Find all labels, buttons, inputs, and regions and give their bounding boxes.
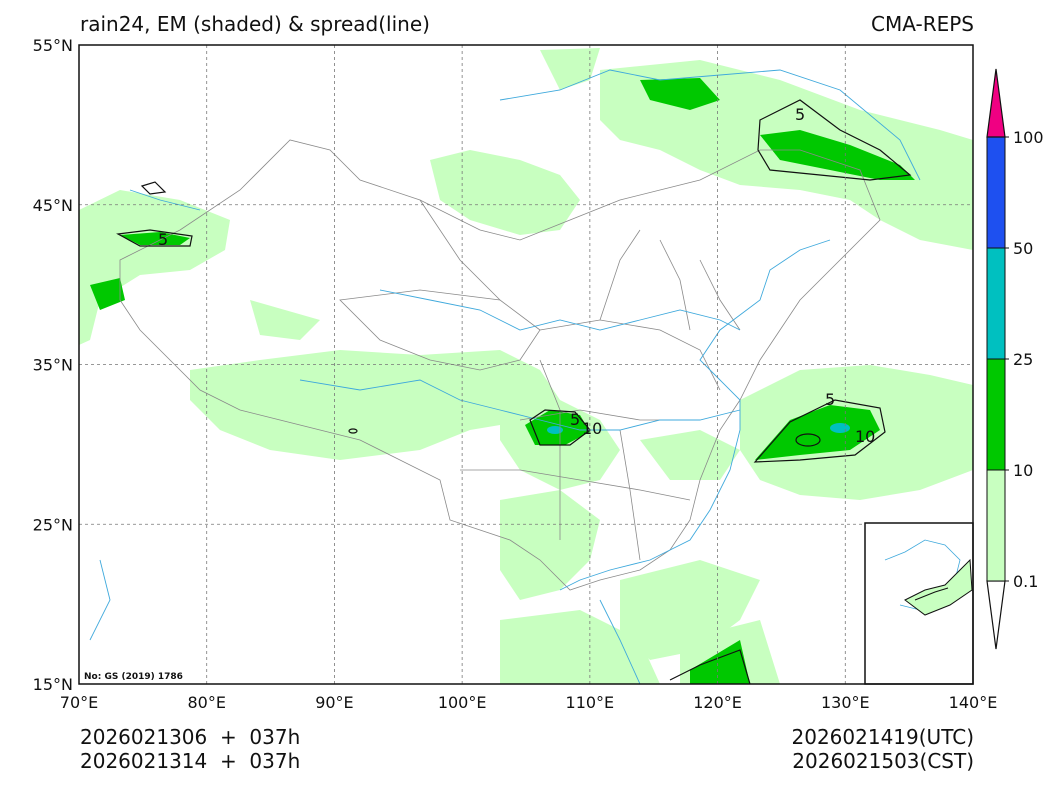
- colorbar-level-label: 100: [1013, 128, 1044, 147]
- lon-tick-label: 100°E: [438, 693, 487, 712]
- model-name: CMA-REPS: [871, 12, 974, 36]
- valid-time-utc: 2026021419(UTC): [791, 725, 975, 749]
- colorbar-segment: [986, 469, 1006, 582]
- colorbar-extend-low: [986, 580, 1006, 650]
- lat-tick-label: 25°N: [33, 515, 73, 534]
- chart-title: rain24, EM (shaded) & spread(line): [80, 12, 430, 36]
- lat-tick-label: 15°N: [33, 675, 73, 694]
- lat-tick-label: 55°N: [33, 36, 73, 55]
- lon-tick-label: 80°E: [187, 693, 225, 712]
- lon-tick-label: 110°E: [566, 693, 615, 712]
- lon-tick-label: 120°E: [693, 693, 742, 712]
- valid-time-block: 2026021419(UTC) 2026021503(CST): [792, 725, 975, 773]
- spread-label: 5: [825, 390, 835, 409]
- colorbar-extend-high: [986, 68, 1006, 138]
- colorbar-level-label: 25: [1013, 350, 1033, 369]
- colorbar-segment: [986, 136, 1006, 249]
- init-time-block: 2026021306 + 037h 2026021314 + 037h: [80, 725, 300, 773]
- lon-tick-label: 90°E: [315, 693, 353, 712]
- longitude-labels: 70°E 80°E 90°E 100°E 110°E 120°E 130°E 140°E: [60, 693, 998, 712]
- lon-tick-label: 70°E: [60, 693, 98, 712]
- init-time-cst: 2026021314 + 037h: [80, 749, 301, 773]
- colorbar-level-label: 0.1: [1013, 572, 1038, 591]
- colorbar-level-label: 10: [1013, 461, 1033, 480]
- graticule: [79, 45, 973, 684]
- colorbar: 0.1 10 25 50 100: [986, 68, 1044, 650]
- lat-tick-label: 35°N: [33, 356, 73, 375]
- south-china-sea-inset: [864, 522, 974, 685]
- colorbar-level-label: 50: [1013, 239, 1033, 258]
- spread-label: 10: [855, 427, 875, 446]
- spread-label: 5: [158, 230, 168, 249]
- colorbar-segment: [986, 247, 1006, 360]
- spread-label: 10: [582, 419, 602, 438]
- map-frame: [78, 44, 974, 685]
- init-time-utc: 2026021306 + 037h: [80, 725, 301, 749]
- valid-time-cst: 2026021503(CST): [792, 749, 974, 773]
- lon-tick-label: 140°E: [949, 693, 998, 712]
- latitude-labels: 55°N 45°N 35°N 25°N 15°N: [33, 36, 73, 694]
- spread-label: 5: [795, 105, 805, 124]
- rivers-coastlines: [89, 69, 921, 684]
- lon-tick-label: 130°E: [821, 693, 870, 712]
- colorbar-segment: [986, 358, 1006, 471]
- spread-label: 5: [570, 410, 580, 429]
- map-approval-watermark: No: GS (2019) 1786: [84, 672, 183, 682]
- lat-tick-label: 45°N: [33, 196, 73, 215]
- spread-contours: [116, 99, 912, 684]
